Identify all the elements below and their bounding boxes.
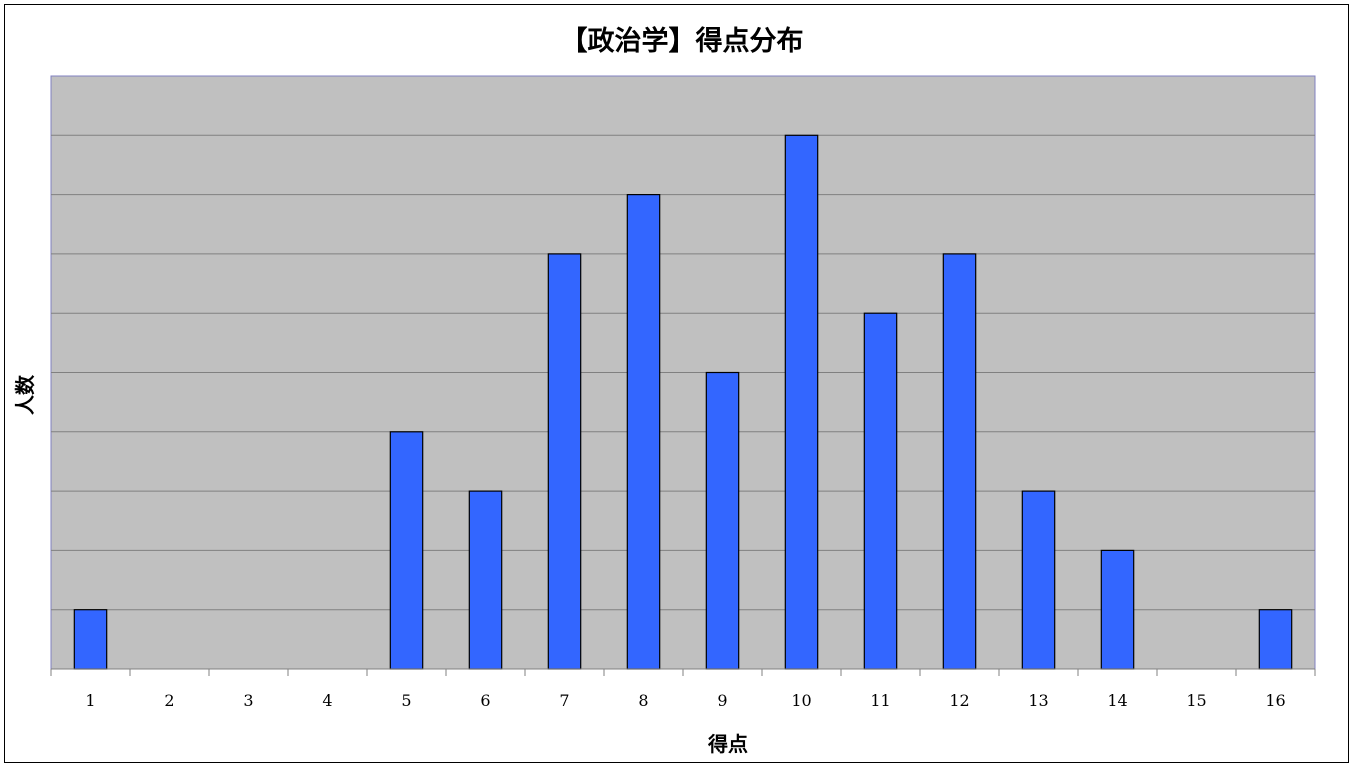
- y-axis-label: 人数: [13, 374, 37, 415]
- x-tick-label-8: 8: [638, 691, 648, 710]
- x-tick-label-6: 6: [480, 691, 490, 710]
- x-tick-label-16: 16: [1265, 691, 1285, 710]
- bar-9: [705, 371, 740, 670]
- chart-title: 【政治学】得点分布: [561, 25, 804, 57]
- bar-5: [389, 431, 424, 670]
- bar-10: [784, 134, 819, 670]
- x-tick-label-12: 12: [949, 691, 969, 710]
- bar-6: [468, 490, 503, 670]
- bar-11: [863, 312, 898, 670]
- bar-8: [626, 194, 661, 670]
- x-axis-label: 得点: [707, 732, 748, 756]
- bar-13: [1021, 490, 1056, 670]
- x-tick-label-11: 11: [870, 691, 890, 710]
- x-tick-label-3: 3: [243, 691, 253, 710]
- x-tick-label-15: 15: [1186, 691, 1206, 710]
- bar-1: [73, 609, 108, 670]
- x-tick-label-13: 13: [1028, 691, 1048, 710]
- bar-12: [942, 253, 977, 670]
- x-tick-label-4: 4: [322, 691, 332, 710]
- x-tick-label-10: 10: [791, 691, 811, 710]
- bar-7: [547, 253, 582, 670]
- x-tick-label-2: 2: [164, 691, 174, 710]
- x-tick-label-5: 5: [401, 691, 411, 710]
- bar-16: [1258, 609, 1293, 670]
- gridlines: [51, 134, 1315, 611]
- x-tick-labels: 1 2 3 4 5 6 7 8 9 10 11 12 13 14 15 16: [85, 691, 1285, 710]
- x-tick-label-7: 7: [559, 691, 569, 710]
- x-tick-label-14: 14: [1107, 691, 1127, 710]
- bar-14: [1100, 549, 1135, 670]
- bars: [73, 134, 1293, 670]
- x-tick-label-1: 1: [85, 691, 95, 710]
- x-tick-label-9: 9: [717, 691, 727, 710]
- x-axis: [50, 668, 1316, 676]
